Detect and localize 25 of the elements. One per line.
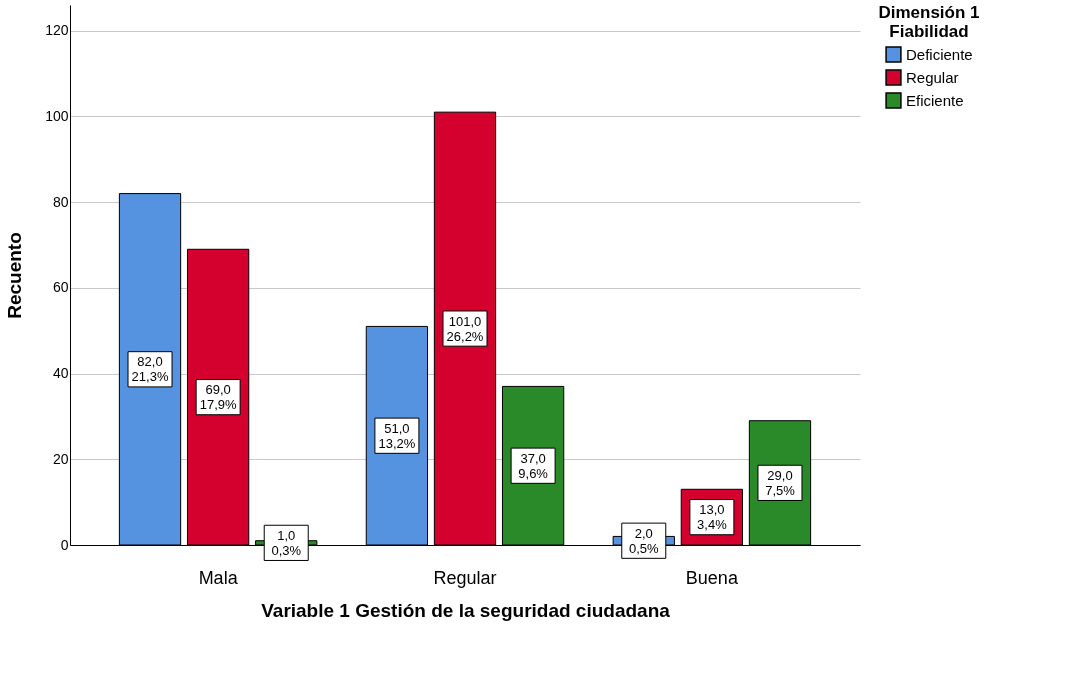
data-label: 37,0 9,6% [518, 450, 549, 481]
legend-label: Eficiente [906, 91, 964, 109]
y-tick-label: 100 [45, 107, 69, 124]
data-label: 13,0 3,4% [697, 502, 728, 533]
y-axis-title: Recuento [4, 232, 26, 319]
y-tick-label: 40 [52, 365, 69, 382]
x-tick-label: Regular [433, 567, 497, 588]
data-label: 29,0 7,5% [765, 467, 796, 498]
y-tick-label: 20 [52, 450, 69, 467]
x-axis-title: Variable 1 Gestión de la seguridad ciudadana [261, 599, 671, 621]
data-label: 51,0 13,2% [378, 420, 416, 451]
legend-label: Regular [906, 68, 959, 86]
data-label: 1,0 0,3% [271, 527, 302, 558]
y-tick-label: 60 [52, 279, 69, 296]
x-tick-label: Mala [198, 567, 239, 588]
data-label: 69,0 17,9% [199, 382, 237, 413]
y-tick-label: 0 [60, 536, 69, 553]
data-label: 82,0 21,3% [131, 354, 169, 385]
y-tick-label: 120 [45, 22, 69, 39]
data-label: 101,0 26,2% [446, 313, 484, 344]
legend-title: Dimensión 1 Fiabilidad [878, 3, 980, 41]
x-tick-label: Buena [685, 567, 739, 588]
legend-label: Deficiente [906, 45, 973, 63]
y-tick-label: 80 [52, 193, 69, 210]
data-label: 2,0 0,5% [628, 525, 660, 556]
